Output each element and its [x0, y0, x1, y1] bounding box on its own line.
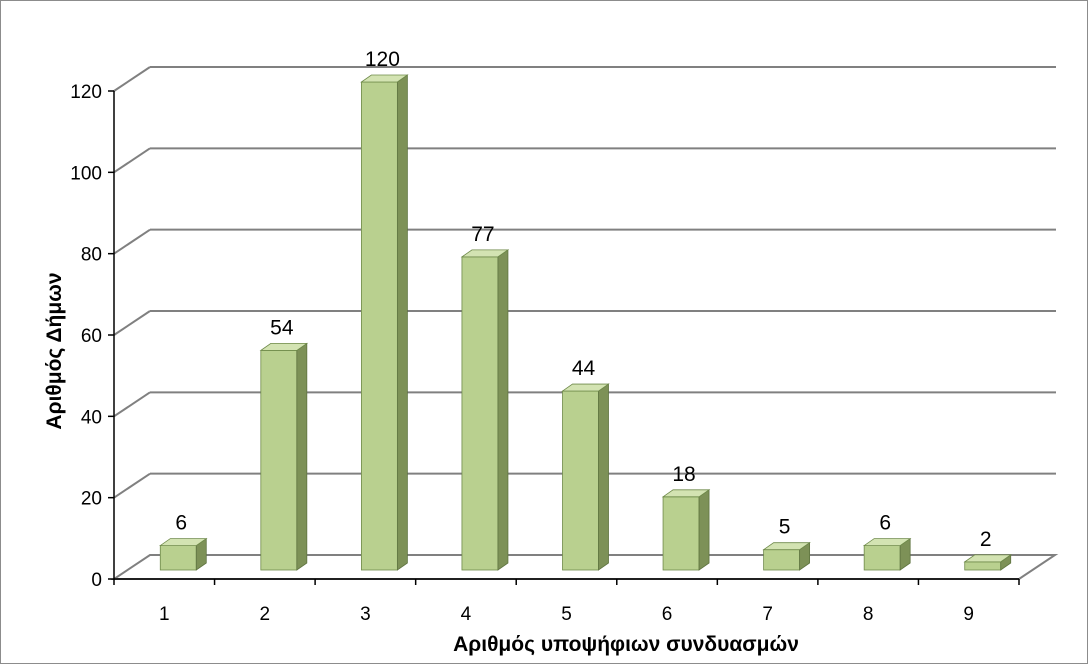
- x-tick-label: 8: [863, 604, 874, 625]
- data-label: 5: [779, 516, 791, 539]
- x-tick-label: 2: [260, 604, 271, 625]
- bar-front: [260, 349, 298, 571]
- data-label: 6: [879, 512, 891, 535]
- axes: 0 20 40 60 80 100 120 1 2 3 4 5 6 7 8 9: [70, 82, 1020, 625]
- gridline-diagonal: [113, 66, 151, 92]
- bar-top: [360, 74, 409, 83]
- bar-top: [460, 249, 510, 258]
- gridline-diagonal: [113, 310, 151, 336]
- bar: [360, 74, 409, 571]
- gridline-diagonal: [113, 391, 151, 418]
- bar-front: [763, 549, 801, 571]
- bar: [862, 537, 912, 571]
- gridline-diagonal: [113, 147, 151, 174]
- data-label: 120: [365, 48, 400, 71]
- x-tick-label: 6: [662, 604, 673, 625]
- data-label: 77: [471, 223, 494, 246]
- bar-front: [461, 256, 499, 571]
- bar-front: [562, 390, 599, 571]
- bar-side: [698, 489, 710, 571]
- bar-front: [964, 561, 1002, 571]
- bar: [963, 554, 1012, 571]
- bar-front: [662, 496, 700, 571]
- bar-top: [963, 554, 1012, 563]
- x-axis-title: Αριθμός υποψήφιων συνδυασμών: [453, 633, 799, 656]
- bar: [561, 383, 610, 571]
- data-label: 2: [980, 528, 992, 551]
- bar-top: [862, 538, 912, 546]
- x-tick-label: 4: [461, 604, 472, 625]
- bar: [661, 489, 711, 571]
- data-label: 18: [672, 463, 695, 486]
- y-axis-title: Αριθμός Δήμων: [43, 272, 66, 429]
- x-tick-label: 7: [762, 604, 773, 625]
- bar-top: [762, 542, 811, 551]
- y-tick-label: 60: [81, 326, 102, 347]
- y-tick-label: 120: [70, 82, 102, 103]
- bar: [259, 342, 309, 571]
- data-label: 6: [175, 512, 187, 535]
- x-tick-label: 3: [360, 604, 371, 625]
- bar: [762, 541, 811, 571]
- y-tick-label: 80: [81, 245, 102, 266]
- bars: [159, 74, 1012, 571]
- bar: [460, 249, 510, 571]
- x-tick-label: 1: [159, 604, 170, 625]
- data-label: 54: [270, 316, 294, 339]
- y-tick-label: 100: [70, 163, 102, 184]
- bar-side: [296, 342, 308, 571]
- data-label: 44: [572, 357, 596, 380]
- bar-top: [661, 489, 711, 498]
- bar-front: [863, 545, 901, 571]
- bar-front: [159, 545, 197, 571]
- bar-top: [159, 538, 208, 546]
- y-tick-label: 0: [91, 570, 102, 591]
- y-tick-label: 40: [81, 407, 102, 428]
- bar-front: [360, 81, 398, 571]
- bar-top: [561, 383, 610, 392]
- bar-side: [598, 383, 609, 571]
- bar-side: [396, 74, 408, 571]
- x-tick-label: 9: [963, 604, 974, 625]
- gridline-diagonal: [113, 228, 151, 255]
- x-tick-label: 5: [561, 604, 572, 625]
- y-tick-label: 20: [81, 489, 102, 510]
- gridline-diagonal: [113, 472, 151, 499]
- data-labels: 6 54 120 77 44 18 5 6 2: [175, 48, 991, 551]
- bar-top: [259, 342, 309, 351]
- bar: [159, 537, 208, 571]
- bar-side: [497, 249, 509, 571]
